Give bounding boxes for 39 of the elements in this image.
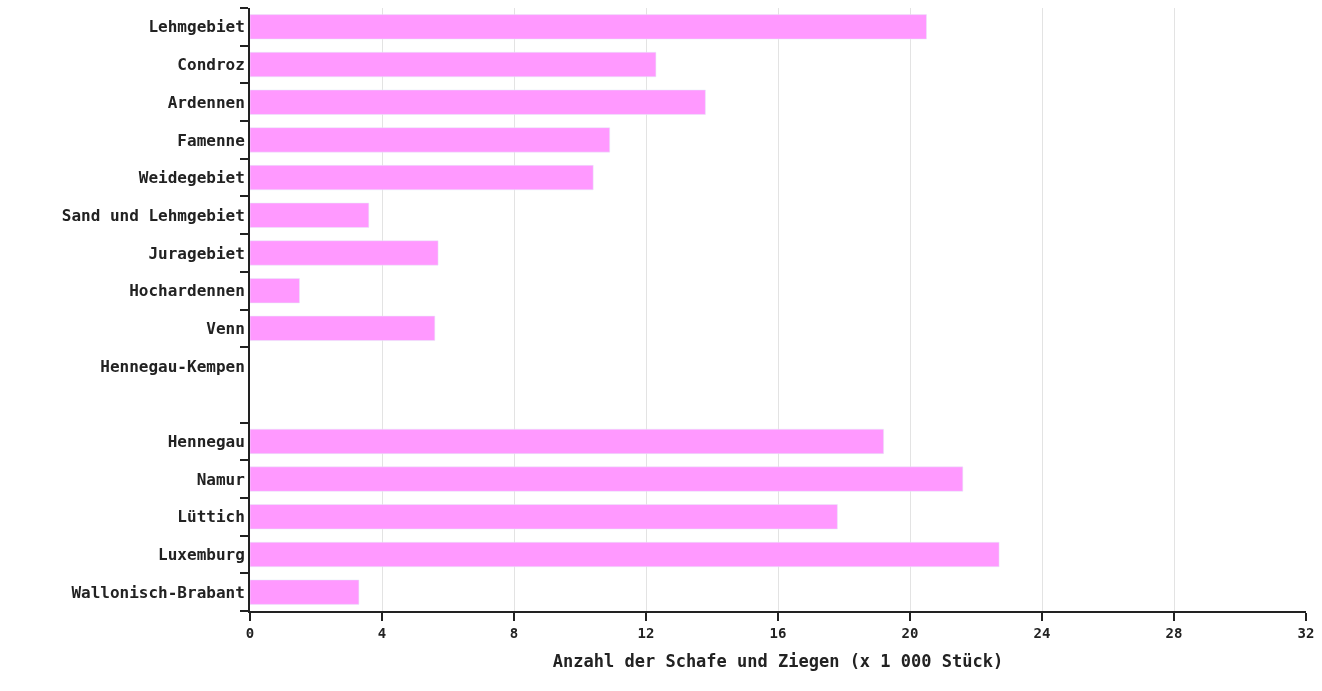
x-tick-label: 28 — [1165, 624, 1183, 641]
y-tick-label: Juragebiet — [148, 243, 245, 263]
y-tick-label: Weidegebiet — [138, 168, 245, 188]
y-tick-label: Venn — [206, 318, 245, 338]
bar — [250, 315, 436, 341]
x-axis-title: Anzahl der Schafe und Ziegen (x 1 000 Stück) — [552, 650, 1004, 671]
bar — [250, 52, 657, 78]
x-tick-label: 4 — [377, 624, 387, 641]
y-tick-label: Hochardennen — [129, 281, 245, 301]
x-tick-label: 12 — [637, 624, 655, 641]
bar — [250, 278, 300, 304]
bar — [250, 89, 706, 115]
bar — [250, 466, 964, 492]
y-tick-label: Sand und Lehmgebiet — [61, 205, 245, 225]
x-tick-label: 8 — [509, 624, 519, 641]
y-tick-label: Lehmgebiet — [148, 17, 245, 37]
y-tick-label: Ardennen — [167, 92, 245, 112]
x-tick-label: 16 — [769, 624, 787, 641]
bar — [250, 240, 439, 266]
bar — [250, 165, 594, 191]
bar — [250, 14, 927, 40]
x-tick-label: 32 — [1297, 624, 1315, 641]
y-tick-label: Wallonisch-Brabant — [71, 582, 245, 602]
bar — [250, 504, 838, 530]
bar — [250, 428, 884, 454]
bar — [250, 541, 1000, 567]
x-tick-label: 0 — [245, 624, 255, 641]
x-tick-label: 24 — [1033, 624, 1051, 641]
bar — [250, 127, 610, 153]
y-tick-label: Namur — [196, 469, 245, 489]
bar — [250, 202, 370, 228]
y-tick-label: Condroz — [177, 55, 245, 75]
y-tick-label: Lüttich — [177, 507, 245, 527]
y-tick-label: Hennegau-Kempen — [100, 356, 245, 376]
y-tick-label: Famenne — [177, 130, 245, 150]
y-tick-label: Luxemburg — [158, 545, 245, 565]
x-tick-label: 20 — [901, 624, 919, 641]
y-tick-label: Hennegau — [167, 432, 245, 452]
bar — [250, 579, 360, 605]
